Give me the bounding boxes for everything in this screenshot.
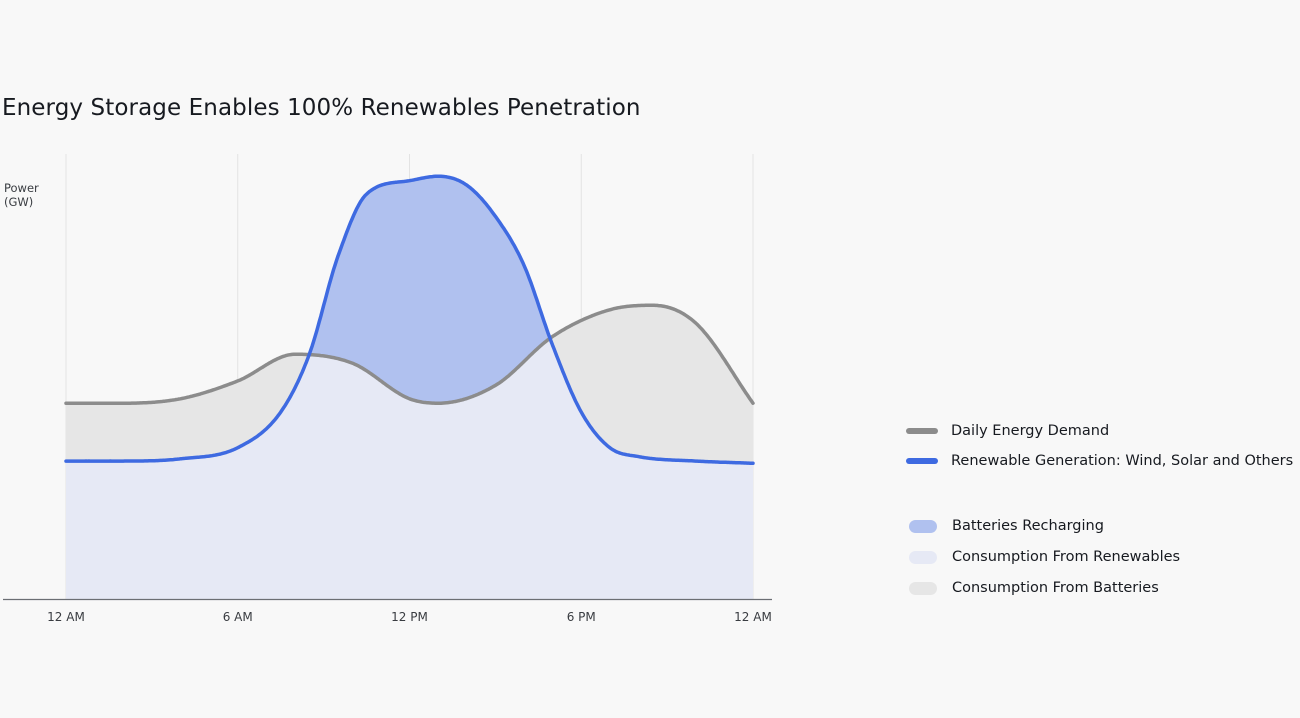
legend-swatch-demand: [906, 428, 938, 434]
daily-energy-demand-line: [64, 303, 755, 405]
x-tick-label-1: 6 AM: [223, 610, 253, 624]
y-axis-label-line1: Power: [4, 181, 39, 195]
x-tick-label-2: 12 PM: [391, 610, 428, 624]
renewable-generation-line: [64, 174, 755, 466]
chart-title: Energy Storage Enables 100% Renewables P…: [2, 95, 641, 121]
areas: [66, 176, 753, 600]
legend-label-from-batteries: Consumption From Batteries: [952, 580, 1159, 596]
x-tick-label-0: 12 AM: [47, 610, 85, 624]
y-axis-label: Power (GW): [4, 181, 39, 209]
consumption-from-renewables-area: [66, 338, 753, 599]
legend-swatch-from-batteries: [909, 581, 937, 595]
legend-item-demand: Daily Energy Demand: [906, 423, 1109, 439]
x-axis-ticks: 12 AM 6 AM 12 PM 6 PM 12 AM: [47, 610, 772, 624]
legend-swatch-recharging: [909, 519, 937, 533]
y-axis-label-line2: (GW): [4, 195, 34, 209]
legend-label-from-renewables: Consumption From Renewables: [952, 549, 1181, 565]
x-tick-label-3: 6 PM: [567, 610, 596, 624]
legend-label-recharging: Batteries Recharging: [952, 518, 1104, 534]
legend-label-renewable: Renewable Generation: Wind, Solar and Ot…: [951, 453, 1294, 469]
x-tick-label-4: 12 AM: [734, 610, 772, 624]
legend-item-recharging: Batteries Recharging: [906, 518, 1104, 534]
consumption-from-batteries-fill: [66, 305, 753, 464]
legend-item-renewable: Renewable Generation: Wind, Solar and Ot…: [906, 453, 1293, 469]
legend-item-from-renewables: Consumption From Renewables: [906, 549, 1180, 565]
series-lines: [64, 174, 755, 466]
legend-swatch-renewable: [906, 458, 938, 464]
legend-swatch-from-renewables: [909, 550, 937, 564]
legend-label-demand: Daily Energy Demand: [951, 423, 1110, 439]
legend-item-from-batteries: Consumption From Batteries: [906, 580, 1159, 596]
